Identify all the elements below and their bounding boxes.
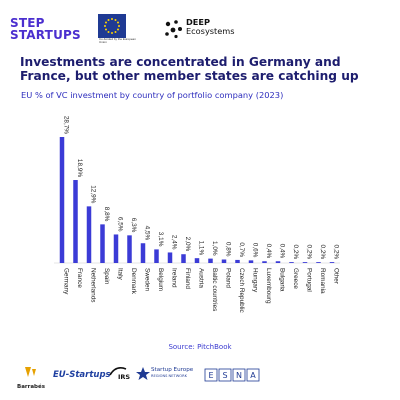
category-label: Finland <box>184 268 191 289</box>
bar-portugal <box>302 262 308 263</box>
step-startups-logo: STEP STARTUPS <box>10 16 81 49</box>
esna-letter: N <box>236 371 242 380</box>
bar-bulgaria <box>275 261 281 263</box>
chart-subtitle: EU % of VC investment by country of port… <box>21 90 284 100</box>
category-label: Czech Republic <box>238 268 245 314</box>
category-label: France <box>76 268 83 288</box>
barrabes-logo: Barrabés <box>16 366 46 390</box>
esna-box <box>246 368 260 382</box>
value-label: 0,7% <box>238 242 245 257</box>
eu-flag-icon <box>98 14 126 38</box>
category-label: Ireland <box>171 268 178 288</box>
category-label: Portugal <box>306 268 313 292</box>
irs-text: IRS <box>118 373 131 381</box>
bar-austria <box>194 258 200 263</box>
startup-europe-logo: Startup Europe REGIONS NETWORK <box>136 366 206 384</box>
category-label: Netherlands <box>90 268 97 302</box>
esna-box <box>204 368 218 382</box>
value-label: 4,5% <box>144 226 151 241</box>
irs-logo: IRS <box>108 364 148 384</box>
category-label: Germany <box>63 268 70 295</box>
bar-netherlands <box>86 206 92 263</box>
value-label: 18,9% <box>76 159 83 177</box>
stepup-line1: STEP <box>10 16 45 30</box>
value-label: 28,7% <box>63 116 70 134</box>
value-label: 1,0% <box>211 241 218 256</box>
bar-ireland <box>167 252 173 263</box>
category-label: Other <box>333 268 340 285</box>
bar-luxembourg <box>262 261 267 263</box>
esna-letter: A <box>250 371 256 380</box>
eu-caption: Co-funded by the European Union <box>99 37 136 44</box>
value-label: 8,8% <box>103 207 110 222</box>
eu-startups-logo: EU-Startups <box>53 370 111 380</box>
esna-letter: S <box>222 371 227 380</box>
source-note: Source: PitchBook <box>168 343 232 351</box>
barrabes-text: Barrabés <box>17 384 45 390</box>
category-label: Italy <box>117 268 124 281</box>
category-label: Austria <box>198 268 205 288</box>
value-label: 0,2% <box>319 245 326 260</box>
stepup-line2: STARTUPS <box>10 28 81 42</box>
value-label: 0,2% <box>306 245 313 260</box>
category-label: Denmark <box>130 268 137 295</box>
category-label: Greece <box>292 268 299 289</box>
value-label: 3,1% <box>157 232 164 247</box>
value-label: 0,6% <box>252 243 259 258</box>
category-label: Baltic countries <box>211 268 218 311</box>
category-label: Sweden <box>144 268 151 292</box>
esna-letter: E <box>208 371 213 380</box>
chart-title: Investments are concentrated in Germany … <box>20 55 359 83</box>
value-label: 0,2% <box>292 245 299 260</box>
value-label: 6,3% <box>130 218 137 233</box>
category-label: Spain <box>103 268 110 285</box>
value-label: 0,2% <box>333 245 340 260</box>
bar-belgium <box>154 249 159 263</box>
bar-greece <box>289 262 294 263</box>
bar-baltic-countries <box>208 258 213 263</box>
category-label: Romania <box>319 268 326 294</box>
category-label: Hungary <box>252 268 259 293</box>
bar-chart: 28,7% Germany 18,9% France 12,9% Netherlands 8… <box>54 116 340 314</box>
value-label: 6,5% <box>117 217 124 232</box>
deep-line1: DEEP <box>186 17 210 27</box>
deep-ecosystems-logo-icon <box>162 18 184 40</box>
value-label: 2,4% <box>171 235 178 250</box>
bar-spain <box>100 224 105 263</box>
bar-czech-republic <box>235 259 240 263</box>
bar-italy <box>113 234 119 263</box>
bar-poland <box>221 259 227 263</box>
bar-france <box>73 180 78 263</box>
bar-sweden <box>140 243 146 263</box>
value-label: 12,9% <box>90 185 97 203</box>
category-label: Luxembourg <box>265 268 272 304</box>
category-label: Bulgaria <box>279 268 286 292</box>
value-label: 0,4% <box>279 244 286 259</box>
bar-romania <box>316 262 321 263</box>
esna-box <box>232 368 246 382</box>
deep-ecosystems-text: DEEP Ecosystems <box>186 18 235 36</box>
value-label: 0,8% <box>225 242 232 257</box>
bar-denmark <box>127 235 132 263</box>
bar-other <box>329 262 335 263</box>
startup-europe-line2: REGIONS NETWORK <box>151 374 187 378</box>
esna-box <box>218 368 232 382</box>
startup-europe-line1: Startup Europe <box>151 367 194 373</box>
category-label: Belgium <box>157 268 164 291</box>
value-label: 2,0% <box>184 237 191 252</box>
category-label: Poland <box>225 268 232 288</box>
bar-germany <box>59 137 65 263</box>
deep-line2: Ecosystems <box>186 26 235 36</box>
value-label: 1,1% <box>198 241 205 256</box>
bar-hungary <box>248 260 254 263</box>
bar-finland <box>181 254 186 263</box>
value-label: 0,4% <box>265 244 272 259</box>
